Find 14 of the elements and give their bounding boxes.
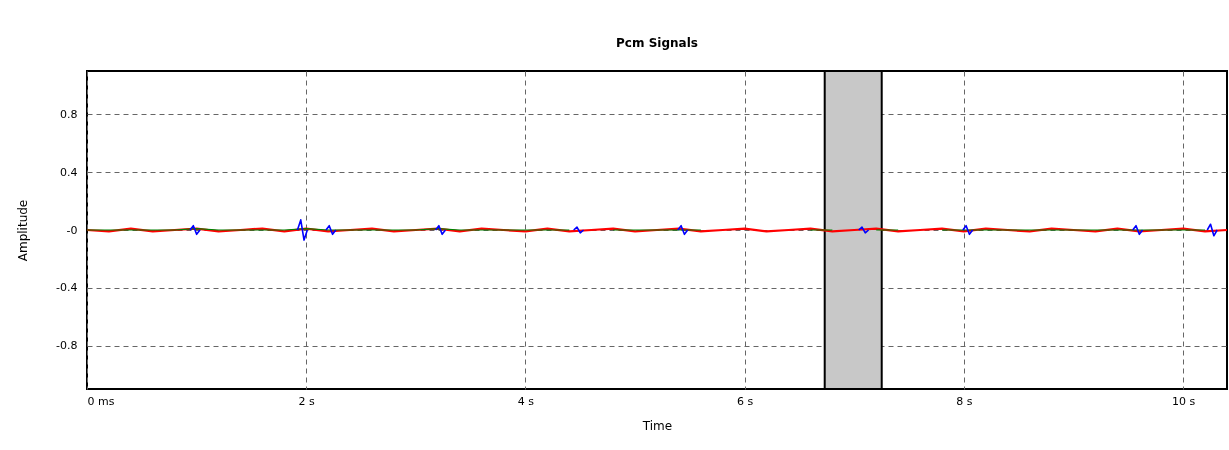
x-axis-title: Time <box>641 418 673 433</box>
y-tick-label: -0 <box>66 223 78 237</box>
y-tick-label: -0.8 <box>56 339 78 353</box>
x-tick-label: 2 s <box>298 394 316 408</box>
x-tick-label: 10 s <box>1172 394 1196 408</box>
y-tick-label: -0.4 <box>56 281 78 295</box>
x-tick-label: 4 s <box>517 394 535 408</box>
x-tick-label: 0 ms <box>87 394 115 408</box>
y-tick-label: 0.8 <box>60 107 78 121</box>
x-tick-label: 6 s <box>737 394 754 408</box>
x-tick-label: 8 s <box>956 394 973 408</box>
y-tick-label: 0.4 <box>60 165 78 179</box>
y-axis-title: Amplitude <box>16 199 31 262</box>
chart-title: Pcm Signals <box>616 36 698 50</box>
